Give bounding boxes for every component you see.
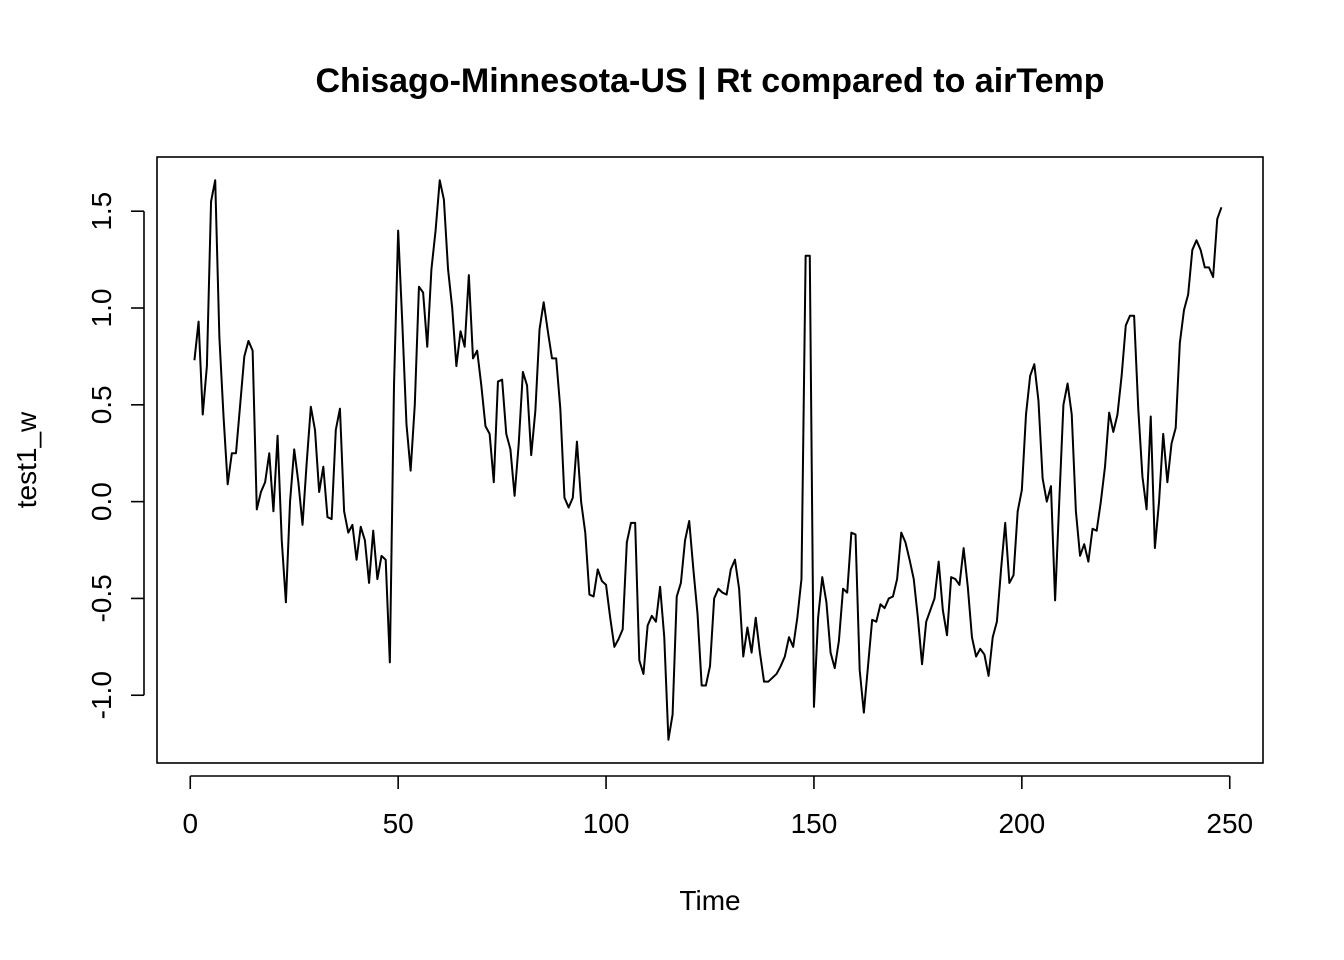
y-tick-label: 0.5 bbox=[86, 385, 117, 424]
x-tick-label: 150 bbox=[791, 808, 838, 839]
plot-frame bbox=[156, 156, 1264, 764]
y-tick-label: -0.5 bbox=[86, 574, 117, 622]
x-tick-label: 200 bbox=[998, 808, 1045, 839]
x-axis: 0 50 100 150 200 250 bbox=[182, 775, 1253, 839]
x-tick-label: 0 bbox=[182, 808, 198, 839]
y-tick-label: 0.0 bbox=[86, 482, 117, 521]
x-axis-label: Time bbox=[679, 885, 740, 916]
x-tick-label: 50 bbox=[383, 808, 414, 839]
series-line bbox=[193, 179, 1223, 741]
x-tick-label: 250 bbox=[1206, 808, 1253, 839]
y-axis: -1.0 -0.5 0.0 0.5 1.0 1.5 bbox=[86, 192, 145, 719]
y-axis-label: test1_w bbox=[11, 411, 42, 508]
y-tick-label: 1.5 bbox=[86, 192, 117, 231]
y-tick-label: -1.0 bbox=[86, 671, 117, 719]
x-tick-label: 100 bbox=[583, 808, 630, 839]
y-tick-label: 1.0 bbox=[86, 289, 117, 328]
chart-title: Chisago-Minnesota-US | Rt compared to ai… bbox=[315, 62, 1104, 100]
